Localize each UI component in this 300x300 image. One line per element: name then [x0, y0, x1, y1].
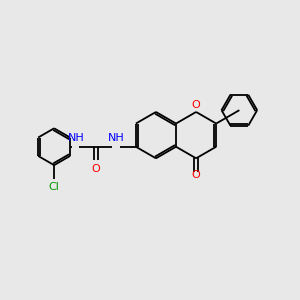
Text: O: O	[192, 170, 200, 180]
Text: O: O	[192, 100, 200, 110]
Text: NH: NH	[108, 133, 125, 143]
Text: O: O	[92, 164, 100, 174]
Text: Cl: Cl	[49, 182, 60, 192]
Text: NH: NH	[68, 133, 85, 143]
